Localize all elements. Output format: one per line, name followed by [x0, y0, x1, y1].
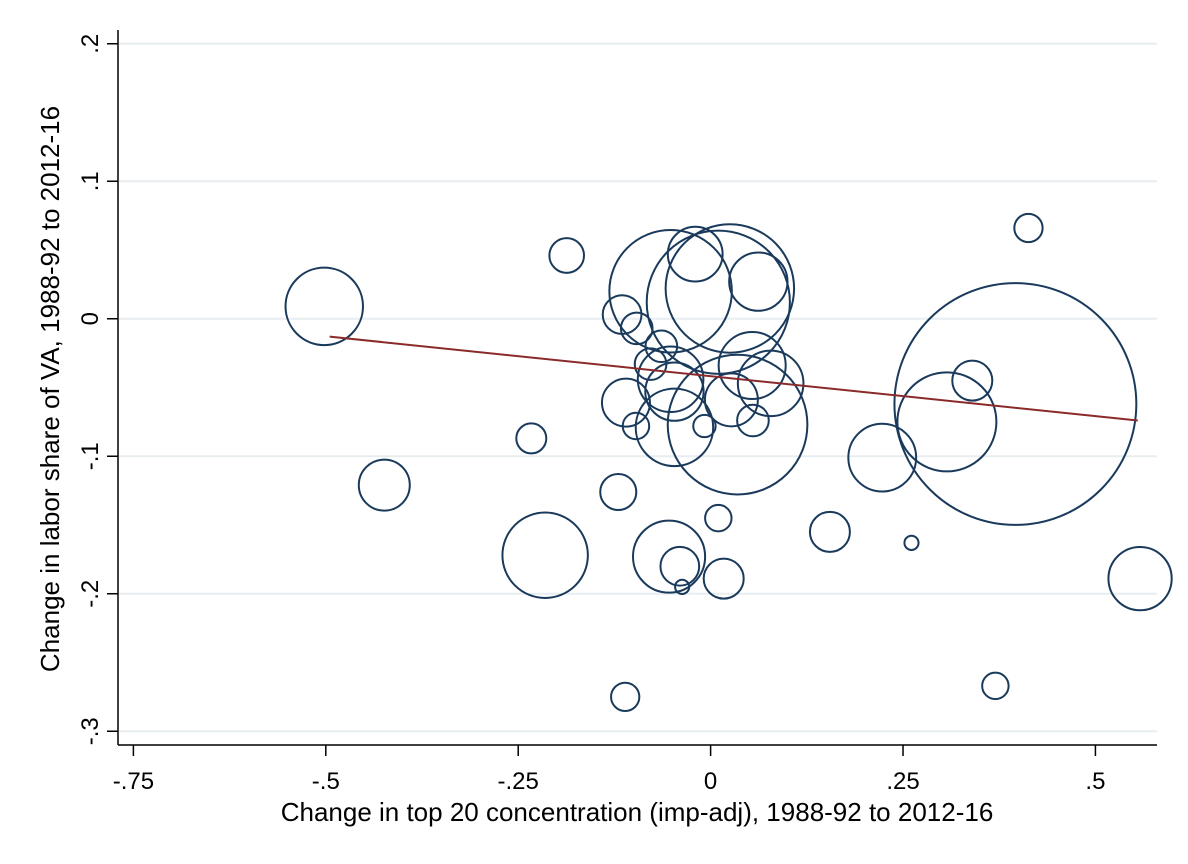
- data-point-24: [666, 353, 809, 496]
- y-tick-label-2: -.1: [77, 442, 104, 470]
- data-point-20: [717, 330, 787, 401]
- x-tick-label-2: -.25: [498, 768, 539, 795]
- data-point-30: [704, 503, 733, 533]
- x-tick-label-3: 0: [704, 768, 717, 795]
- x-tick-label-4: .25: [886, 768, 919, 795]
- data-point-3: [357, 458, 411, 512]
- y-tick-label-4: .1: [77, 171, 104, 191]
- y-tick-label-5: .2: [77, 34, 104, 54]
- data-point-4: [501, 511, 589, 599]
- data-point-19: [644, 361, 705, 422]
- data-point-16: [645, 229, 791, 375]
- data-point-25: [692, 413, 717, 439]
- data-point-12: [610, 681, 641, 713]
- data-point-38: [981, 671, 1010, 701]
- data-point-18: [636, 345, 705, 414]
- data-point-1: [548, 237, 586, 274]
- data-point-27: [631, 519, 707, 594]
- data-point-22: [634, 387, 715, 468]
- data-point-35: [896, 371, 998, 473]
- axes: [117, 30, 1157, 746]
- x-axis-title: Change in top 20 concentration (imp-adj)…: [281, 797, 994, 827]
- data-point-14: [666, 225, 724, 283]
- x-tick-label-1: -.5: [312, 768, 340, 795]
- y-tick-label-0: -.3: [77, 717, 104, 745]
- data-point-39: [1013, 212, 1044, 244]
- data-point-33: [847, 422, 918, 493]
- data-point-32: [808, 510, 851, 553]
- fit-line-layer: [329, 335, 1138, 422]
- x-tick-label-5: .5: [1085, 768, 1105, 795]
- tick-marks: [107, 43, 1097, 756]
- data-point-0: [284, 266, 364, 347]
- data-point-34: [903, 534, 920, 551]
- data-point-17: [728, 251, 789, 312]
- grid-lines: [119, 42, 1157, 733]
- data-point-10: [621, 411, 651, 441]
- y-tick-label-1: -.2: [77, 580, 104, 608]
- y-tick-label-3: 0: [77, 312, 104, 325]
- data-point-13: [608, 229, 733, 354]
- fit-line: [329, 335, 1138, 422]
- data-point-11: [599, 472, 638, 512]
- data-point-9: [600, 377, 651, 428]
- data-point-21: [736, 349, 805, 418]
- data-points: [284, 212, 1173, 713]
- data-point-26: [736, 403, 770, 438]
- x-tick-label-0: -.75: [113, 768, 154, 795]
- data-point-31: [702, 557, 745, 600]
- tick-labels: -.75 -.5 -.25 0 .25 .5 -.3 -.2 -.1 0 .1 .2: [77, 34, 1105, 795]
- data-point-15: [664, 223, 796, 354]
- data-point-37: [893, 282, 1138, 526]
- data-point-40: [1107, 546, 1173, 612]
- y-axis-title: Change in labor share of VA, 1988-92 to …: [35, 106, 65, 672]
- data-point-2: [515, 422, 548, 455]
- data-point-28: [659, 545, 701, 587]
- data-point-29: [674, 578, 691, 595]
- data-point-23: [703, 372, 759, 428]
- data-point-36: [951, 359, 994, 402]
